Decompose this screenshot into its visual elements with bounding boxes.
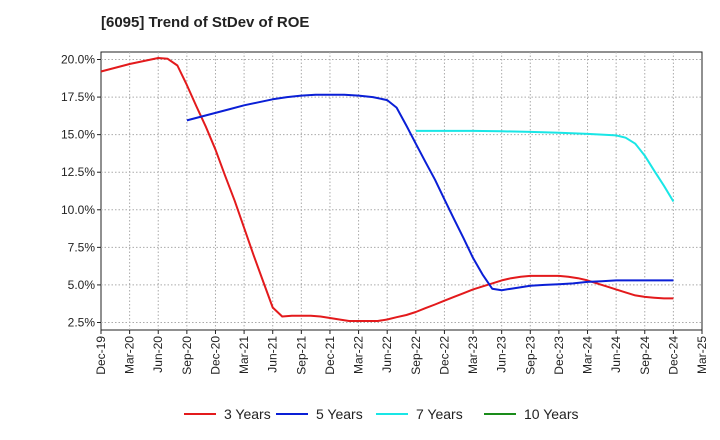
legend: 3 Years 5 Years 7 Years 10 Years	[184, 406, 579, 422]
x-tick-label: Mar-21	[237, 336, 251, 374]
x-tick-label: Dec-21	[323, 336, 337, 375]
y-tick-label: 17.5%	[61, 90, 95, 104]
x-tick-label: Sep-20	[180, 336, 194, 375]
x-tick-label: Dec-19	[94, 336, 108, 375]
x-tick-label: Sep-23	[523, 336, 537, 375]
y-tick-label: 12.5%	[61, 165, 95, 179]
x-tick-label: Dec-22	[437, 336, 451, 375]
x-tick-label: Mar-20	[123, 336, 137, 374]
legend-label: 7 Years	[416, 406, 463, 422]
x-axis-ticks: Dec-19 Mar-20 Jun-20 Sep-20 Dec-20 Mar-21 Jun-…	[94, 330, 709, 375]
y-tick-label: 2.5%	[68, 315, 96, 329]
x-tick-label: Dec-23	[552, 336, 566, 375]
legend-label: 10 Years	[524, 406, 579, 422]
x-tick-label: Mar-22	[352, 336, 366, 374]
y-tick-label: 20.0%	[61, 53, 95, 67]
series-line-3-years	[100, 57, 674, 322]
x-tick-label: Dec-20	[208, 336, 222, 375]
y-tick-label: 7.5%	[68, 240, 96, 254]
x-tick-label: Sep-24	[638, 336, 652, 375]
x-tick-label: Jun-21	[266, 336, 280, 373]
x-tick-label: Mar-25	[695, 336, 709, 374]
x-tick-label: Jun-24	[609, 336, 623, 373]
grid-lines	[101, 52, 702, 330]
y-tick-label: 10.0%	[61, 203, 95, 217]
x-tick-label: Sep-21	[294, 336, 308, 375]
series-line-5-years	[186, 93, 674, 292]
x-tick-label: Sep-22	[409, 336, 423, 375]
chart-title: [6095] Trend of StDev of ROE	[101, 14, 310, 31]
plot-area	[100, 51, 703, 331]
x-tick-label: Jun-20	[151, 336, 165, 373]
x-tick-label: Jun-22	[380, 336, 394, 373]
y-axis-ticks: 2.5% 5.0% 7.5% 10.0% 12.5% 15.0% 17.5% 20.0%	[61, 53, 101, 329]
y-tick-label: 5.0%	[68, 278, 96, 292]
x-tick-label: Dec-24	[666, 336, 680, 375]
x-tick-label: Mar-24	[581, 336, 595, 374]
y-tick-label: 15.0%	[61, 128, 95, 142]
x-tick-label: Mar-23	[466, 336, 480, 374]
series-line-7-years	[415, 129, 675, 203]
legend-label: 3 Years	[224, 406, 271, 422]
x-tick-label: Jun-23	[495, 336, 509, 373]
series-lines	[100, 57, 675, 322]
legend-label: 5 Years	[316, 406, 363, 422]
